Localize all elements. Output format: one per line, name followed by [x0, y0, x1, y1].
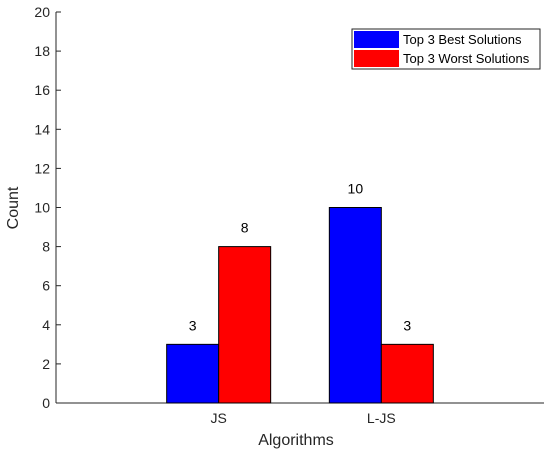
y-tick-label: 6 — [42, 278, 50, 294]
data-label: 8 — [241, 220, 249, 236]
data-label: 10 — [348, 181, 364, 197]
bar-worst-JS — [218, 246, 272, 404]
y-axis-ticks: 0 2 4 6 8 10 12 14 16 18 20 — [34, 4, 61, 411]
x-tick-label: L-JS — [367, 410, 396, 426]
x-axis-label: Algorithms — [258, 432, 334, 449]
bars — [166, 207, 434, 404]
y-tick-label: 4 — [42, 317, 50, 333]
x-tick-label: JS — [210, 410, 226, 426]
y-tick-label: 16 — [34, 82, 50, 98]
bar-worst-L-JS — [380, 343, 434, 404]
y-tick-label: 8 — [42, 239, 50, 255]
data-labels: 3 10 8 3 — [189, 181, 412, 334]
data-label: 3 — [403, 317, 411, 333]
legend-label-worst: Top 3 Worst Solutions — [403, 51, 530, 66]
y-tick-label: 2 — [42, 356, 50, 372]
legend-swatch-worst — [354, 50, 399, 67]
y-tick-label: 18 — [34, 43, 50, 59]
legend: Top 3 Best Solutions Top 3 Worst Solutio… — [351, 28, 541, 70]
legend-label-best: Top 3 Best Solutions — [403, 32, 522, 47]
y-tick-label: 10 — [34, 200, 50, 216]
y-tick-label: 12 — [34, 160, 50, 176]
y-tick-label: 0 — [42, 395, 50, 411]
data-label: 3 — [189, 317, 197, 333]
y-tick-label: 14 — [34, 121, 50, 137]
bar-best-L-JS — [328, 207, 382, 404]
bar-best-JS — [166, 343, 220, 404]
plot-area — [55, 12, 544, 404]
y-tick-label: 20 — [34, 4, 50, 20]
legend-swatch-best — [354, 31, 399, 48]
y-axis-label: Count — [5, 186, 22, 229]
